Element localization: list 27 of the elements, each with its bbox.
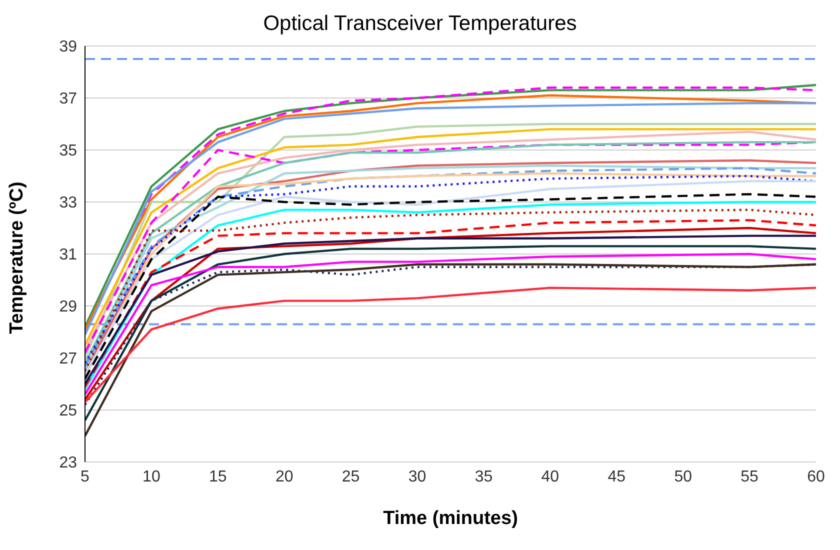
x-tick-label: 15 <box>209 468 227 486</box>
x-tick-label: 30 <box>408 468 426 486</box>
y-tick-label: 39 <box>59 38 78 56</box>
chart-title: Optical Transceiver Temperatures <box>262 12 578 36</box>
line-series <box>85 263 816 438</box>
y-tick-label: 31 <box>59 246 78 264</box>
y-tick-label: 25 <box>59 402 78 420</box>
x-tick-label: 25 <box>342 468 360 486</box>
x-tick-label: 60 <box>807 468 825 486</box>
y-tick-label: 37 <box>59 90 78 108</box>
x-tick-label: 5 <box>80 468 90 486</box>
line-series <box>85 245 816 422</box>
x-tick-label: 20 <box>275 468 294 486</box>
x-tick-label: 35 <box>474 468 493 486</box>
x-tick-label: 50 <box>674 468 692 486</box>
x-tick-label: 45 <box>608 468 626 486</box>
y-tick-label: 23 <box>59 454 78 472</box>
x-tick-label: 10 <box>142 468 160 486</box>
x-tick-label: 55 <box>740 468 759 486</box>
x-axis-title: Time (minutes) <box>383 508 518 529</box>
y-tick-label: 27 <box>59 350 78 368</box>
y-tick-label: 33 <box>59 194 78 212</box>
x-tick-label: 40 <box>541 468 560 486</box>
y-axis-title: Temperature (ºC) <box>6 182 28 334</box>
y-tick-label: 29 <box>59 298 78 316</box>
y-tick-label: 35 <box>59 142 78 160</box>
line-series <box>85 286 816 404</box>
